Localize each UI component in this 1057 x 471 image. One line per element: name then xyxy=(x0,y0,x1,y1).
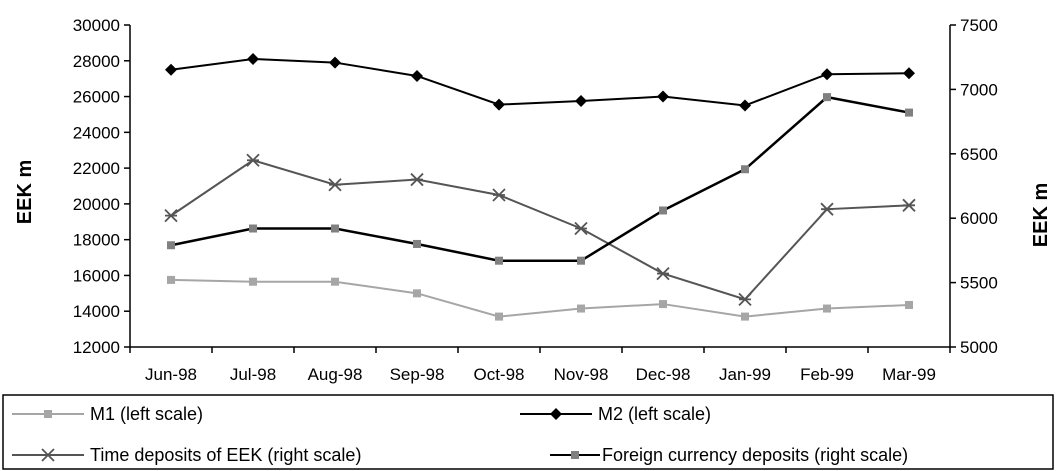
data-point xyxy=(495,312,503,321)
data-point xyxy=(905,300,913,309)
x-tick-label: Aug-98 xyxy=(308,365,363,384)
left-tick-label: 28000 xyxy=(73,52,120,71)
data-point xyxy=(492,188,506,202)
data-point xyxy=(410,172,424,187)
series-line xyxy=(170,57,910,107)
data-point xyxy=(823,304,831,313)
data-point xyxy=(331,224,339,233)
data-point xyxy=(577,256,585,265)
right-tick-label: 6500 xyxy=(960,145,998,164)
data-point xyxy=(167,241,175,250)
series-time-deposits-of-eek xyxy=(164,153,916,306)
data-point xyxy=(575,95,587,108)
left-tick-label: 16000 xyxy=(73,266,120,285)
data-point xyxy=(329,56,341,69)
x-tick-label: Jul-98 xyxy=(230,365,276,384)
data-point xyxy=(571,451,579,459)
data-point xyxy=(413,239,421,248)
data-point xyxy=(331,277,339,286)
right-tick-label: 7500 xyxy=(960,16,998,35)
x-tick-label: Feb-99 xyxy=(800,365,854,384)
x-tick-label: Dec-98 xyxy=(636,365,691,384)
data-point xyxy=(656,266,670,281)
data-point xyxy=(657,90,669,103)
legend-item: M2 (left scale) xyxy=(520,404,711,424)
series-group xyxy=(164,52,916,321)
left-tick-label: 12000 xyxy=(73,338,120,357)
data-point xyxy=(574,221,588,236)
data-point xyxy=(823,93,831,102)
left-tick-label: 22000 xyxy=(73,159,120,178)
left-axis-ticks: 12000 14000 16000 18000 20000 22000 24000 26000… xyxy=(73,16,130,357)
left-tick-label: 24000 xyxy=(73,123,120,142)
x-tick-label: Sep-98 xyxy=(390,365,445,384)
data-point xyxy=(167,275,175,284)
data-point xyxy=(493,98,505,111)
data-point xyxy=(41,448,55,462)
data-point xyxy=(820,202,834,216)
series-line xyxy=(170,159,910,301)
series-m2 xyxy=(165,52,915,112)
right-tick-label: 5500 xyxy=(960,274,998,293)
legend-label: M2 (left scale) xyxy=(598,404,711,424)
legend: M1 (left scale) M2 (left scale) Time depos… xyxy=(2,394,1054,470)
data-point xyxy=(659,206,667,215)
data-point xyxy=(249,224,257,233)
data-point xyxy=(903,67,915,80)
data-point xyxy=(328,178,342,192)
x-tick-label: Jan-99 xyxy=(719,365,771,384)
series-line xyxy=(170,95,910,262)
data-point xyxy=(246,153,260,167)
data-point xyxy=(164,208,178,223)
series-line xyxy=(170,278,910,318)
legend-label: Time deposits of EEK (right scale) xyxy=(90,445,361,465)
data-point xyxy=(550,408,562,420)
x-tick-label: Nov-98 xyxy=(554,365,609,384)
data-point xyxy=(741,312,749,321)
right-tick-label: 7000 xyxy=(960,80,998,99)
right-axis-ticks: 5000 5500 6000 6500 7000 7500 xyxy=(950,16,998,357)
right-tick-label: 5000 xyxy=(960,338,998,357)
x-axis-ticks: Jun-98 Jul-98 Aug-98 Sep-98 Oct-98 Nov-98 Dec-… xyxy=(129,347,951,384)
legend-item: Foreign currency deposits (right scale) xyxy=(550,445,908,465)
series-foreign-currency-deposits xyxy=(167,93,913,265)
left-tick-label: 26000 xyxy=(73,88,120,107)
left-tick-label: 30000 xyxy=(73,16,120,35)
data-point xyxy=(821,68,833,81)
x-tick-label: Oct-98 xyxy=(473,365,524,384)
left-tick-label: 20000 xyxy=(73,195,120,214)
data-point xyxy=(659,300,667,309)
right-axis-title: EEK m xyxy=(1030,183,1052,247)
legend-label: M1 (left scale) xyxy=(90,404,203,424)
data-point xyxy=(577,304,585,313)
legend-item: M1 (left scale) xyxy=(12,404,203,424)
right-tick-label: 6000 xyxy=(960,209,998,228)
legend-label: Foreign currency deposits (right scale) xyxy=(602,445,908,465)
left-tick-label: 18000 xyxy=(73,231,120,250)
left-tick-label: 14000 xyxy=(73,302,120,321)
data-point xyxy=(247,52,259,65)
data-point xyxy=(495,256,503,265)
data-point xyxy=(411,69,423,82)
data-point xyxy=(249,277,257,286)
series-m1 xyxy=(167,275,913,321)
data-point xyxy=(739,99,751,112)
legend-item: Time deposits of EEK (right scale) xyxy=(12,445,361,465)
data-point xyxy=(738,292,752,306)
x-tick-label: Jun-98 xyxy=(145,365,197,384)
data-point xyxy=(905,108,913,117)
data-point xyxy=(741,165,749,174)
data-point xyxy=(902,198,916,212)
left-axis-title: EEK m xyxy=(14,160,36,224)
data-point xyxy=(413,289,421,298)
data-point xyxy=(44,410,52,418)
data-point xyxy=(165,63,177,76)
x-tick-label: Mar-99 xyxy=(882,365,936,384)
legend-box xyxy=(2,394,1054,470)
